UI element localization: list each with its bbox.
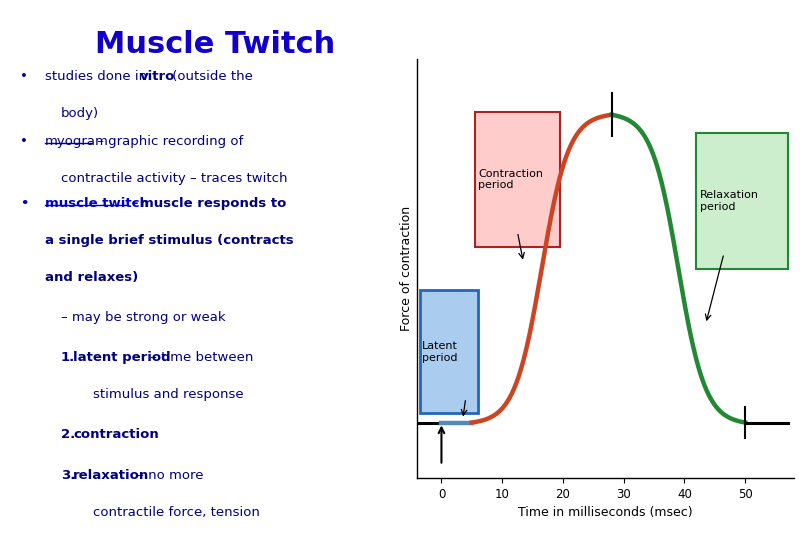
FancyBboxPatch shape (475, 112, 561, 247)
Text: –: – (127, 197, 143, 210)
Text: – time between: – time between (146, 352, 254, 365)
Text: a single brief stimulus (contracts: a single brief stimulus (contracts (45, 234, 293, 247)
Text: muscle responds to: muscle responds to (140, 197, 287, 210)
Text: contraction: contraction (73, 428, 159, 441)
FancyBboxPatch shape (697, 133, 788, 268)
Y-axis label: Force of contraction: Force of contraction (400, 206, 413, 331)
Text: •: • (20, 135, 28, 148)
Text: 2.: 2. (61, 428, 75, 441)
Text: 1.: 1. (61, 352, 75, 365)
Text: stimulus and response: stimulus and response (93, 388, 244, 401)
Text: •: • (20, 197, 28, 210)
X-axis label: Time in milliseconds (msec): Time in milliseconds (msec) (518, 506, 693, 519)
Text: Contraction
period: Contraction period (478, 168, 543, 190)
Text: – may be strong or weak: – may be strong or weak (61, 311, 225, 324)
Text: 3.: 3. (61, 469, 75, 482)
Text: and relaxes): and relaxes) (45, 271, 138, 284)
Text: (outside the: (outside the (168, 70, 253, 83)
Text: Muscle Twitch: Muscle Twitch (95, 30, 335, 59)
Text: •: • (20, 70, 28, 83)
Text: relaxation: relaxation (73, 469, 149, 482)
Text: muscle twitch: muscle twitch (45, 197, 148, 210)
Text: Latent
period: Latent period (422, 341, 458, 362)
Text: body): body) (61, 107, 99, 120)
Text: latent period: latent period (73, 352, 171, 365)
Text: Relaxation
period: Relaxation period (700, 190, 759, 212)
Text: vitro: vitro (140, 70, 176, 83)
Text: contractile activity – traces twitch: contractile activity – traces twitch (61, 172, 288, 185)
Text: – graphic recording of: – graphic recording of (93, 135, 243, 148)
Text: contractile force, tension: contractile force, tension (93, 505, 260, 518)
Text: myogram: myogram (45, 135, 109, 148)
Text: studies done in: studies done in (45, 70, 151, 83)
Text: – no more: – no more (133, 469, 203, 482)
FancyBboxPatch shape (420, 290, 478, 413)
